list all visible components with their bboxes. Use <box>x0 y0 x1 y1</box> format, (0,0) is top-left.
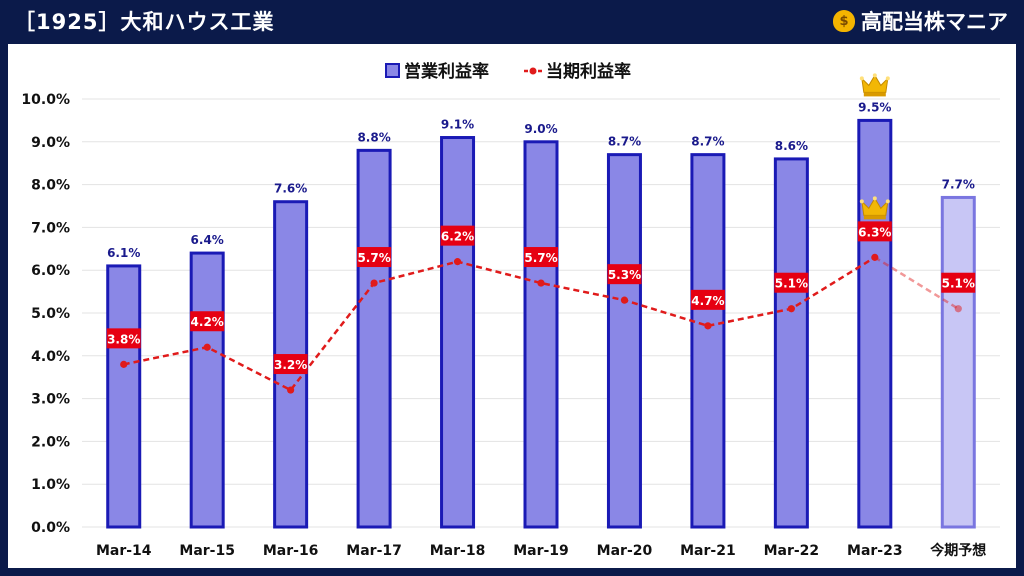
line-label-box <box>774 272 809 293</box>
x-tick-label: Mar-17 <box>346 543 402 559</box>
chart-svg: 0.0% 1.0% 2.0% 3.0% 4.0% 5.0% 6.0% 7.0% 8.0% 9.0%… <box>21 61 1000 559</box>
line-data-label: 6.3% <box>858 225 891 239</box>
legend-bar-swatch <box>385 63 400 78</box>
line-data-label: 5.7% <box>357 251 390 265</box>
bar-data-label: 8.7% <box>608 135 641 149</box>
y-tick-label: 9.0% <box>31 135 70 151</box>
line-point <box>370 279 378 287</box>
y-tick-label: 8.0% <box>31 178 70 194</box>
profit-line <box>123 256 876 392</box>
bar-data-label: 9.5% <box>858 100 891 114</box>
line-label-box <box>690 289 725 310</box>
profit-line-forecast <box>874 256 959 310</box>
y-tick-label: 7.0% <box>31 220 70 236</box>
line-point <box>787 305 795 313</box>
bar <box>356 148 392 529</box>
line-data-label: 3.2% <box>274 358 307 372</box>
crown-icon <box>859 196 890 220</box>
y-tick-label: 10.0% <box>21 92 70 108</box>
brand: $ 高配当株マニア <box>833 6 1008 36</box>
bar-data-label: 9.1% <box>441 118 474 132</box>
line-point <box>537 279 545 287</box>
line-data-label: 4.2% <box>191 315 224 329</box>
line-label-box <box>106 328 141 349</box>
line-label-box <box>524 247 558 268</box>
line-point <box>203 343 211 351</box>
x-tick-label: Mar-19 <box>513 543 569 559</box>
bar-data-label: 9.0% <box>524 122 557 136</box>
money-bag-icon: $ <box>833 10 855 32</box>
brand-name: 高配当株マニア <box>861 10 1008 34</box>
legend-label-operating-margin: 営業利益率 <box>404 61 489 82</box>
line-data-label: 3.8% <box>107 332 140 346</box>
line-label-box <box>941 272 976 293</box>
bar <box>690 153 726 529</box>
crown-icon <box>859 73 890 97</box>
legend-line-marker <box>529 67 537 75</box>
y-tick-label: 3.0% <box>31 392 70 408</box>
y-tick-label: 6.0% <box>31 263 70 279</box>
bar-data-label: 6.4% <box>191 233 224 247</box>
line-point <box>453 258 462 266</box>
bar <box>857 118 893 529</box>
line-point <box>954 305 962 313</box>
x-tick-label: Mar-23 <box>847 543 903 559</box>
x-tick-label: Mar-21 <box>680 543 736 559</box>
y-tick-label: 2.0% <box>31 434 70 450</box>
line-point <box>620 296 629 304</box>
y-tick-label: 4.0% <box>31 349 70 365</box>
legend: 営業利益率 当期利益率 <box>385 61 631 82</box>
line-label-box <box>273 354 308 375</box>
bar <box>440 136 476 529</box>
plot-area: 0.0% 1.0% 2.0% 3.0% 4.0% 5.0% 6.0% 7.0% 8.0% 9.0%… <box>8 44 1016 568</box>
x-tick-label: Mar-15 <box>179 543 235 559</box>
line-label-box <box>190 311 225 332</box>
bar-data-label: 7.7% <box>942 177 975 191</box>
x-tick-label: 今期予想 <box>929 542 986 559</box>
line-label-box <box>857 221 892 242</box>
bar <box>523 140 559 529</box>
y-tick-label: 1.0% <box>31 477 70 493</box>
line-data-label: 6.2% <box>441 230 474 244</box>
x-tick-label: Mar-20 <box>597 543 653 559</box>
line-data-label: 5.1% <box>775 277 808 291</box>
line-data-label: 4.7% <box>691 294 724 308</box>
bar <box>606 153 642 529</box>
line-label-box <box>440 225 475 246</box>
legend-label-net-margin: 当期利益率 <box>546 61 631 82</box>
y-tick-label: 5.0% <box>31 306 70 322</box>
x-tick-label: Mar-18 <box>430 543 486 559</box>
line-point <box>287 386 295 394</box>
bar <box>189 251 225 529</box>
bar-data-label: 8.8% <box>357 130 390 144</box>
page-title: ［1925］大和ハウス工業 <box>14 10 275 34</box>
x-tick-label: Mar-16 <box>263 543 319 559</box>
line-point <box>871 253 879 261</box>
y-tick-label: 0.0% <box>31 520 70 536</box>
bar-data-label: 8.6% <box>775 139 808 153</box>
bar-data-label: 7.6% <box>274 182 307 196</box>
x-tick-label: Mar-22 <box>764 543 820 559</box>
bar-data-label: 8.7% <box>691 135 724 149</box>
line-label-box <box>607 264 642 285</box>
line-point <box>704 322 712 330</box>
bar-data-label: 6.1% <box>107 246 140 260</box>
line-data-label: 5.1% <box>942 277 975 291</box>
bar <box>773 157 809 529</box>
line-data-label: 5.3% <box>608 268 641 282</box>
bar <box>106 264 142 529</box>
bar <box>940 195 976 529</box>
line-data-label: 5.7% <box>524 251 557 265</box>
x-tick-label: Mar-14 <box>96 543 152 559</box>
line-point <box>120 360 128 368</box>
line-label-box <box>357 247 392 268</box>
